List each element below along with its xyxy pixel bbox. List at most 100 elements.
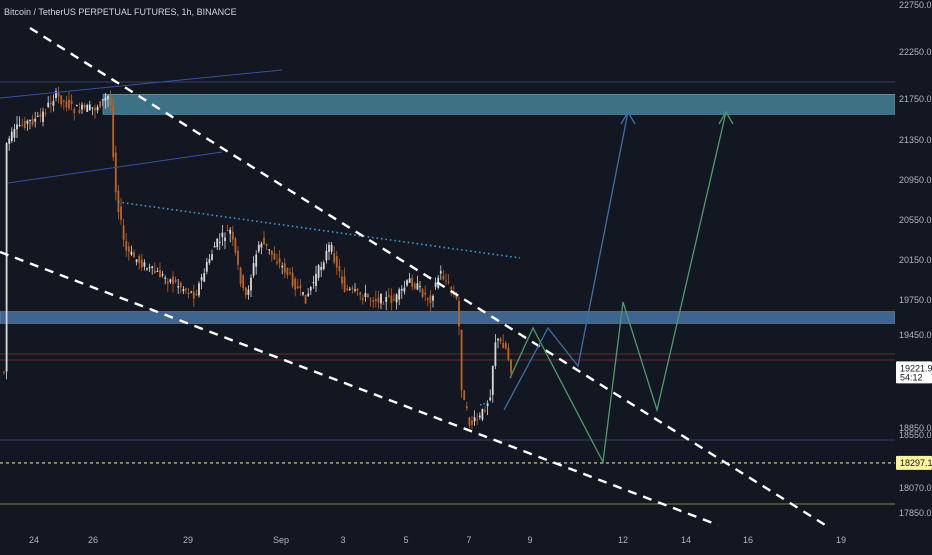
x-tick-label-11: 19 [836, 535, 846, 545]
y-tick-label-3: 21350.0 [899, 135, 932, 145]
green-projection-path[interactable] [509, 111, 727, 465]
candle-body-61 [161, 274, 164, 276]
candle-body-2 [8, 138, 11, 144]
candle-body-1 [5, 142, 8, 372]
candle-body-90 [237, 250, 239, 265]
lower-trend-line[interactable] [0, 250, 719, 527]
candle-body-172 [450, 286, 453, 290]
y-tick-label-5: 20550.0 [899, 215, 932, 225]
candle-body-3 [10, 131, 13, 141]
candle-body-98 [257, 244, 260, 252]
candle-body-142 [372, 300, 375, 302]
candle-body-180 [471, 420, 473, 425]
candle-body-93 [244, 287, 247, 296]
candle-body-16 [44, 112, 47, 114]
candle-body-48 [127, 246, 130, 252]
candle-body-91 [239, 267, 242, 284]
candle-body-136 [356, 288, 359, 291]
candle-body-5 [16, 124, 18, 130]
candle-body-126 [330, 244, 333, 252]
candle-body-81 [213, 245, 216, 248]
candle-body-111 [291, 272, 294, 287]
candle-body-67 [177, 286, 180, 288]
candle-body-151 [395, 294, 398, 303]
candle-body-68 [179, 282, 182, 288]
support-price-tag[interactable] [896, 455, 932, 470]
candle-body-64 [169, 279, 172, 282]
y-tick-label-0: 22750.0 [899, 0, 932, 10]
candle-body-75 [198, 283, 200, 296]
candle-body-58 [153, 270, 156, 273]
candle-body-122 [320, 266, 323, 271]
candle-body-47 [125, 240, 128, 251]
candle-body-21 [57, 92, 60, 97]
blue-projection-path[interactable] [503, 111, 629, 411]
upper-trend-line[interactable] [29, 26, 831, 530]
candle-body-15 [42, 111, 44, 122]
channel-lower-line[interactable] [7, 151, 223, 184]
resistance-zone[interactable] [102, 94, 896, 115]
y-tick-label-6: 20150.0 [899, 255, 932, 265]
channel-upper-line[interactable] [0, 69, 283, 99]
candle-body-32 [86, 105, 89, 112]
candle-body-7 [21, 124, 24, 126]
candle-body-161 [421, 289, 424, 297]
candle-body-28 [75, 105, 78, 107]
candle-body-10 [29, 120, 31, 122]
candle-body-135 [354, 289, 356, 291]
candle-body-35 [94, 107, 96, 111]
candle-body-160 [419, 286, 421, 288]
candle-body-125 [328, 244, 330, 252]
candle-body-73 [192, 291, 195, 299]
candle-body-80 [211, 254, 213, 260]
candle-body-86 [226, 230, 229, 232]
candle-body-115 [302, 292, 304, 295]
candle-body-69 [182, 289, 185, 292]
candle-body-12 [34, 118, 37, 122]
candle-body-96 [252, 263, 255, 276]
breakout-zone[interactable] [0, 311, 896, 324]
candle-body-132 [346, 288, 349, 291]
candle-body-45 [120, 206, 122, 220]
candle-body-11 [31, 118, 34, 125]
candle-body-85 [224, 237, 226, 242]
candle-body-70 [185, 288, 187, 291]
candle-body-19 [52, 101, 55, 106]
candle-body-42 [112, 105, 115, 158]
current-price-tag[interactable] [896, 361, 932, 384]
candle-body-49 [130, 251, 133, 255]
candle-body-25 [68, 99, 70, 109]
candle-body-103 [270, 250, 273, 255]
candle-body-137 [359, 292, 362, 295]
candle-body-190 [497, 338, 499, 341]
candle-body-23 [62, 100, 65, 102]
candle-body-53 [140, 259, 143, 268]
y-tick-label-2: 21750.0 [899, 94, 932, 104]
candle-body-130 [341, 276, 343, 284]
candle-body-41 [109, 98, 112, 106]
candle-body-20 [55, 90, 57, 98]
candle-body-65 [172, 276, 174, 285]
candle-body-40 [107, 95, 109, 100]
candle-body-78 [205, 262, 208, 272]
candle-body-168 [439, 271, 442, 274]
candle-body-43 [114, 152, 117, 193]
candle-body-148 [387, 295, 390, 297]
candle-body-179 [468, 417, 471, 426]
candle-body-116 [304, 294, 307, 304]
candle-body-95 [250, 277, 252, 291]
candle-body-117 [307, 293, 310, 296]
blue-arrow-head [620, 110, 636, 125]
candle-body-176 [460, 329, 463, 391]
dotted-trend-line[interactable] [117, 201, 521, 259]
candle-body-140 [367, 294, 369, 298]
candle-body-154 [403, 287, 406, 292]
candle-body-162 [424, 292, 427, 295]
candle-body-79 [208, 259, 211, 263]
candle-body-108 [283, 263, 286, 273]
candle-body-158 [413, 283, 416, 289]
candle-body-145 [380, 293, 382, 304]
current-price-label: 19221.9 [900, 363, 932, 373]
